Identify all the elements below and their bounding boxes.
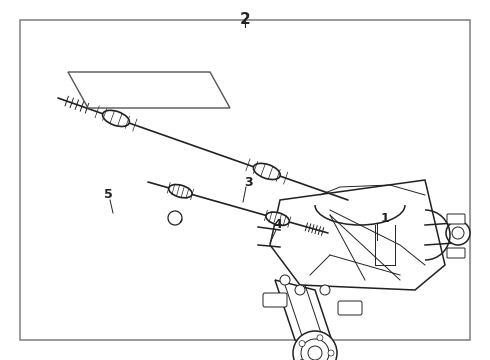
Ellipse shape — [253, 163, 280, 180]
Ellipse shape — [102, 110, 129, 126]
Ellipse shape — [169, 185, 192, 198]
Circle shape — [299, 359, 305, 360]
Ellipse shape — [266, 212, 289, 225]
FancyBboxPatch shape — [338, 301, 362, 315]
Text: 3: 3 — [244, 175, 252, 189]
Text: 4: 4 — [273, 219, 282, 231]
Circle shape — [452, 227, 464, 239]
Circle shape — [317, 335, 323, 341]
Polygon shape — [270, 180, 445, 290]
Circle shape — [295, 285, 305, 295]
Circle shape — [308, 346, 322, 360]
Circle shape — [320, 285, 330, 295]
Text: 1: 1 — [381, 211, 390, 225]
Text: 5: 5 — [103, 189, 112, 202]
Text: 2: 2 — [240, 12, 250, 27]
FancyBboxPatch shape — [263, 293, 287, 307]
Circle shape — [328, 350, 334, 356]
Circle shape — [446, 221, 470, 245]
Circle shape — [301, 339, 329, 360]
Bar — [20, 20, 470, 340]
Polygon shape — [275, 280, 335, 350]
Circle shape — [299, 341, 305, 347]
FancyBboxPatch shape — [447, 248, 465, 258]
FancyBboxPatch shape — [447, 214, 465, 224]
Circle shape — [280, 275, 290, 285]
Circle shape — [293, 331, 337, 360]
